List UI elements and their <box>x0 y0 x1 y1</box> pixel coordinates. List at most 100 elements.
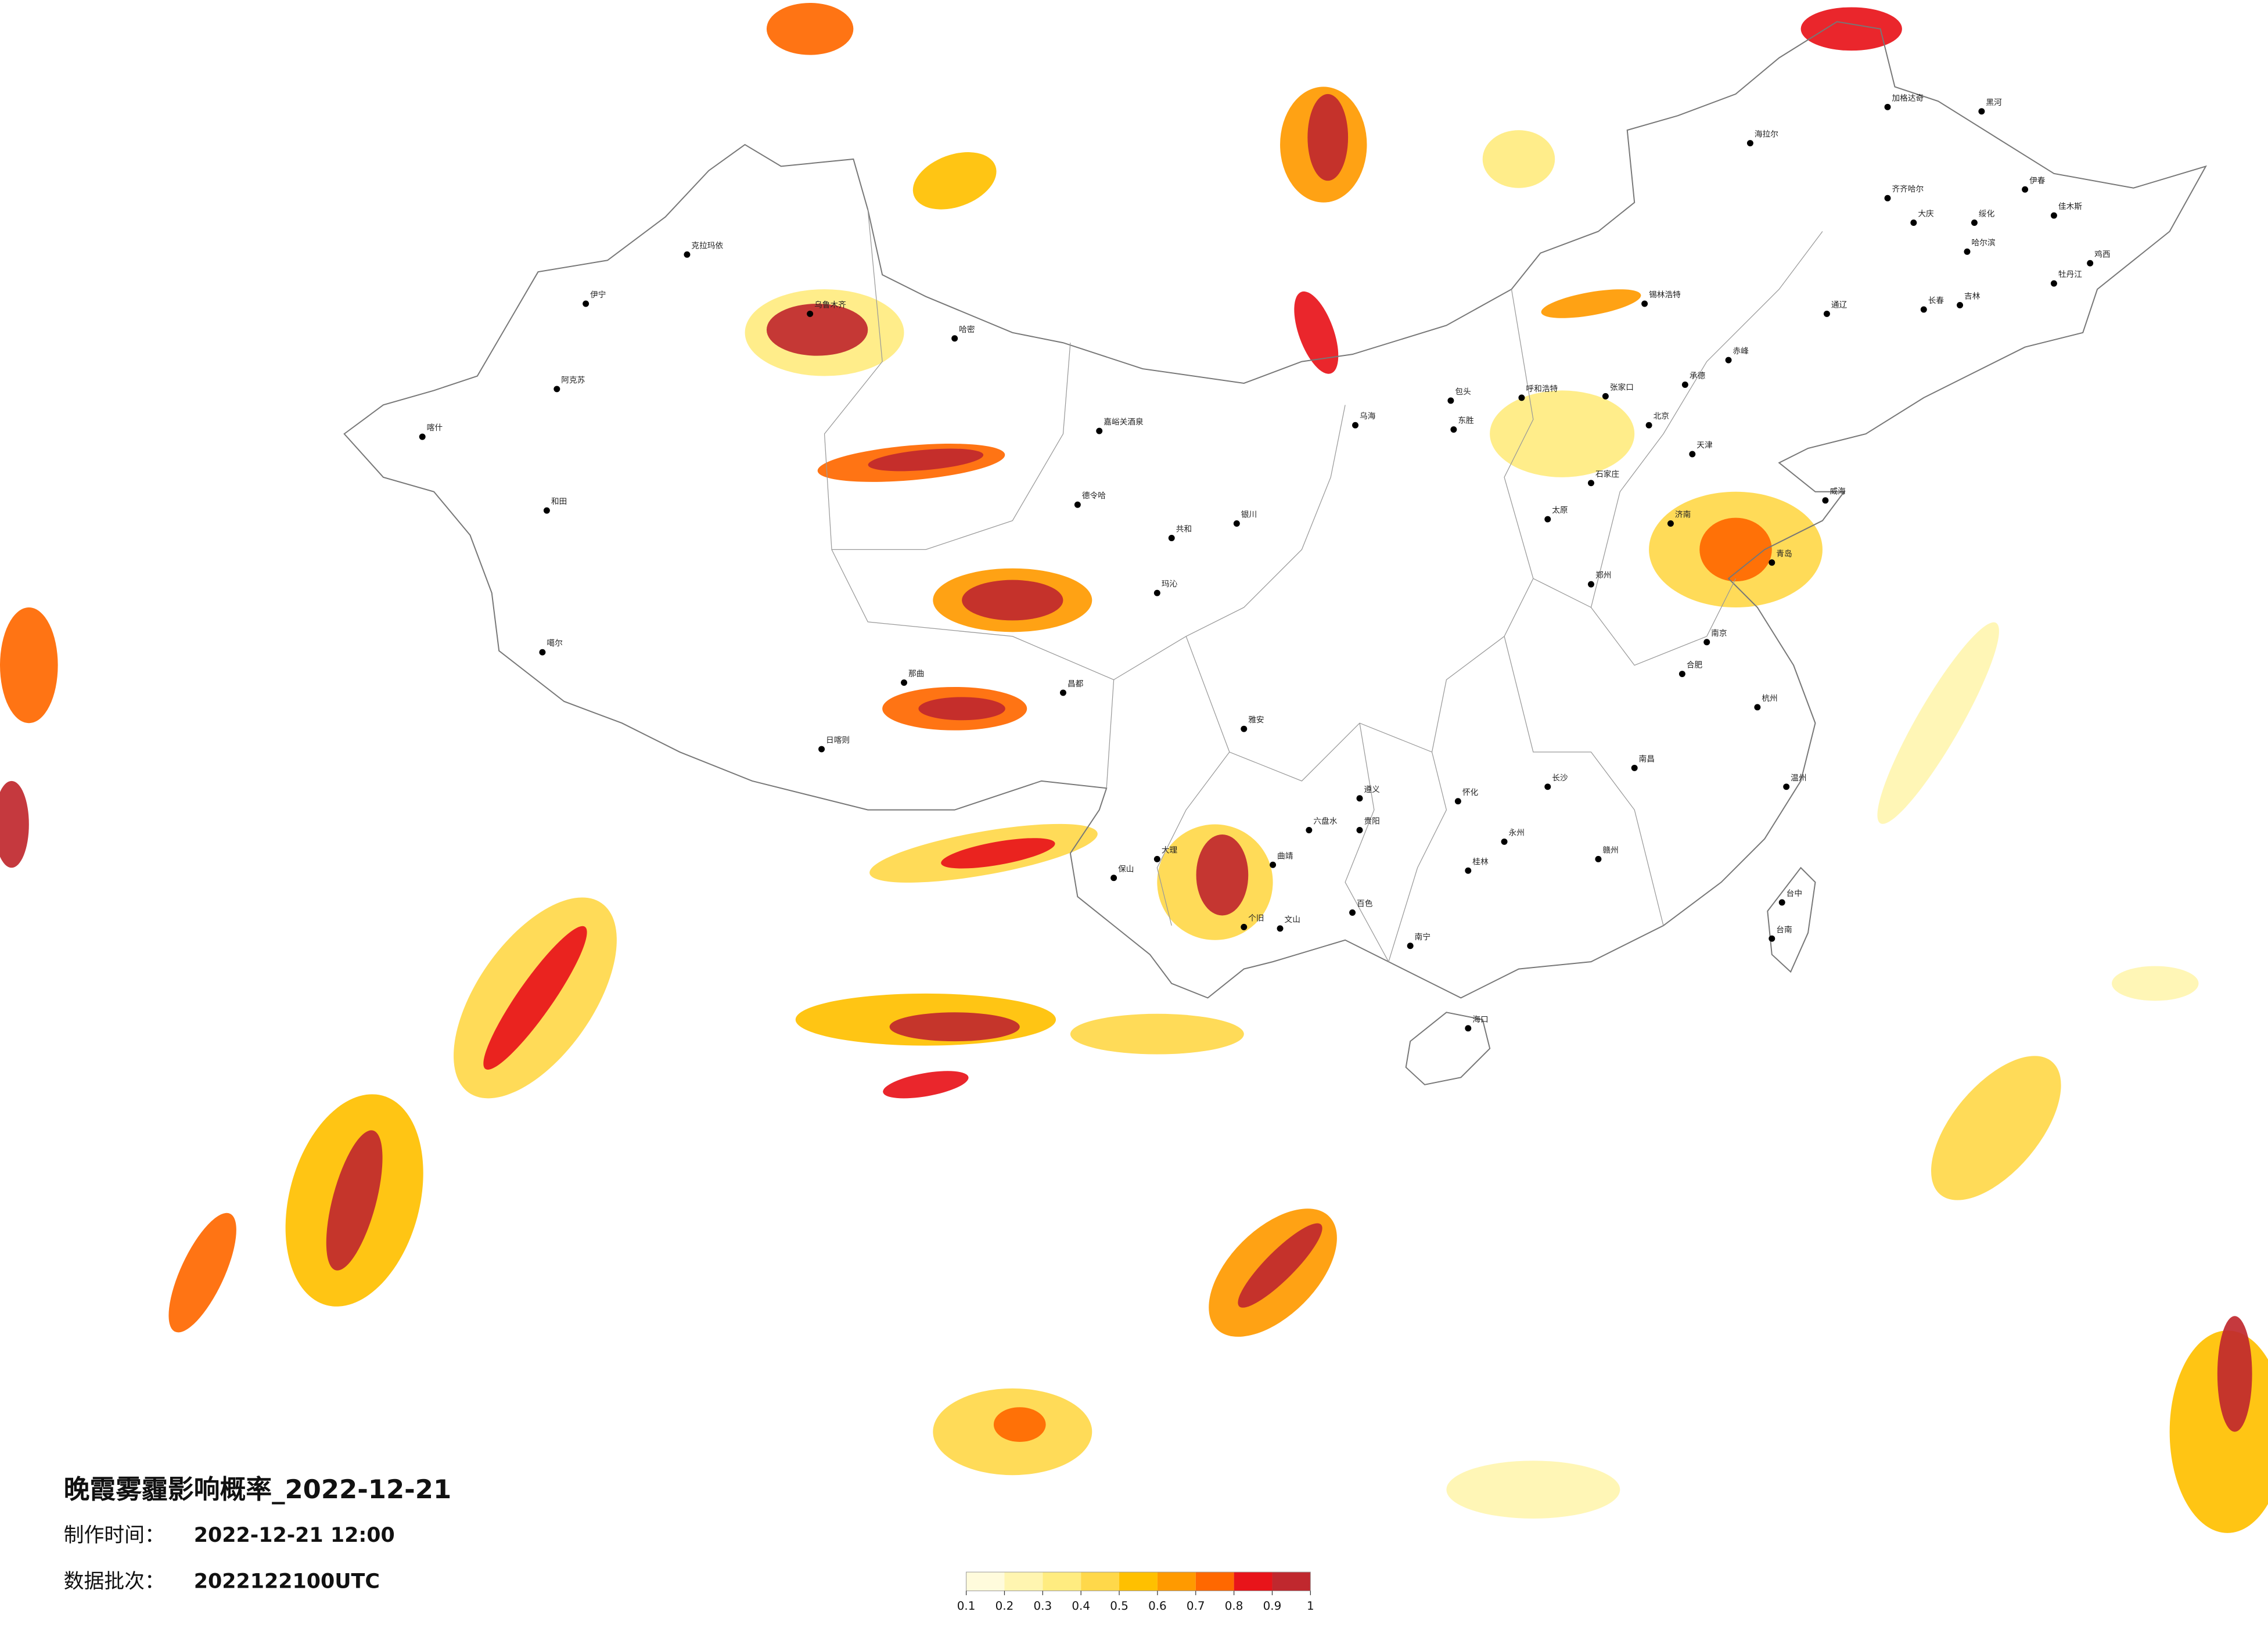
city-dot <box>1465 1025 1472 1032</box>
city-label: 桂林 <box>1472 857 1489 866</box>
city-label: 牡丹江 <box>2058 270 2082 279</box>
city-label: 克拉玛依 <box>691 241 723 250</box>
probability-patch <box>912 152 997 210</box>
probability-patch <box>2217 1316 2252 1432</box>
legend-tick-label: 0.6 <box>1148 1599 1167 1613</box>
probability-patch <box>993 1407 1046 1442</box>
city-dot <box>1957 302 1964 308</box>
city-dot <box>1352 422 1359 429</box>
probability-patch <box>1196 834 1249 916</box>
legend-tick-label: 1 <box>1307 1599 1314 1613</box>
city-dot <box>1964 248 1971 255</box>
city-label: 杭州 <box>1762 694 1777 703</box>
city-label: 齐齐哈尔 <box>1892 185 1924 194</box>
boundaries <box>343 21 2207 1085</box>
city-label: 昌都 <box>1067 679 1084 689</box>
city-label: 南京 <box>1711 629 1727 638</box>
city-label: 包头 <box>1455 387 1471 397</box>
city-dot <box>1769 559 1775 566</box>
legend-swatch <box>1272 1572 1311 1591</box>
probability-patch <box>766 2 854 55</box>
legend-tick-label: 0.1 <box>957 1599 976 1613</box>
city-label: 锡林浩特 <box>1649 290 1681 300</box>
city-label: 雅安 <box>1248 715 1264 725</box>
probability-patch <box>0 607 58 724</box>
probability-patch <box>1800 7 1902 51</box>
city-label: 佳木斯 <box>2058 202 2082 211</box>
city-dot <box>1465 867 1472 874</box>
city-dot <box>1450 426 1457 433</box>
legend-tick-label: 0.7 <box>1187 1599 1205 1613</box>
city-dot <box>951 335 958 342</box>
city-dot <box>1746 140 1753 147</box>
city-dot <box>1971 220 1978 226</box>
probability-patch <box>1070 1013 1244 1055</box>
city-label: 北京 <box>1654 412 1669 421</box>
city-label: 东胜 <box>1458 416 1474 426</box>
city-label: 吉林 <box>1964 292 1981 301</box>
probability-patch <box>1490 390 1635 477</box>
city-dot <box>1306 827 1313 833</box>
city-dot <box>1769 935 1775 942</box>
legend-swatch <box>1004 1572 1043 1591</box>
city-label: 噶尔 <box>547 639 563 648</box>
city-dot <box>1754 704 1761 711</box>
city-dot <box>583 300 590 307</box>
city-label: 黑河 <box>1986 98 2002 107</box>
probability-patch <box>326 1130 383 1271</box>
city-label: 乌海 <box>1360 412 1376 421</box>
city-dot <box>818 746 825 753</box>
city-dot <box>1544 516 1551 523</box>
city-dot <box>684 251 691 258</box>
probability-patch <box>868 448 984 472</box>
city-dot <box>1349 909 1356 916</box>
probability-patch <box>168 1213 236 1333</box>
city-label: 哈密 <box>959 325 975 334</box>
probability-patch <box>2112 966 2199 1001</box>
city-dot <box>1110 875 1117 882</box>
city-dot <box>1587 581 1594 588</box>
city-dot <box>1277 925 1284 932</box>
city-label: 鸡西 <box>2094 249 2110 259</box>
city-label: 哈尔滨 <box>1971 238 1995 247</box>
city-label: 共和 <box>1176 525 1192 534</box>
city-label: 通辽 <box>1831 300 1848 310</box>
legend-tick-label: 0.2 <box>995 1599 1014 1613</box>
city-dot <box>1641 300 1648 307</box>
city-dot <box>2050 212 2057 219</box>
data-batch-value: 2022122100UTC <box>194 1570 380 1593</box>
city-dot <box>1920 306 1927 313</box>
production-time-label: 制作时间： <box>64 1524 165 1547</box>
city-label: 郑州 <box>1595 571 1611 580</box>
city-dot <box>901 679 907 686</box>
city-label: 遵义 <box>1364 785 1380 794</box>
city-dot <box>1270 861 1277 868</box>
city-label: 海拉尔 <box>1755 130 1778 139</box>
city-label: 威海 <box>1830 487 1846 497</box>
city-label: 喀什 <box>427 423 443 433</box>
hainan-outline <box>1405 1012 1491 1085</box>
city-dot <box>419 433 426 440</box>
city-dot <box>1454 798 1461 805</box>
city-label: 台中 <box>1787 889 1802 898</box>
city-label: 绥化 <box>1979 210 1995 219</box>
city-label: 乌鲁木齐 <box>814 300 846 310</box>
city-dot <box>1544 783 1551 790</box>
city-dot <box>1168 534 1175 541</box>
city-dot <box>1631 764 1638 771</box>
city-dot <box>1407 942 1414 949</box>
city-label: 嘉峪关酒泉 <box>1104 417 1144 427</box>
city-dot <box>1587 480 1594 487</box>
city-label: 贵阳 <box>1364 817 1379 826</box>
legend-swatch <box>1119 1572 1158 1591</box>
city-label: 加格达奇 <box>1892 93 1924 103</box>
city-dot <box>1153 855 1160 862</box>
city-dot <box>1059 689 1066 696</box>
city-label: 台南 <box>1776 925 1792 934</box>
city-dot <box>1778 899 1785 906</box>
city-dot <box>1501 838 1508 845</box>
city-label: 长沙 <box>1552 774 1568 783</box>
city-label: 海口 <box>1472 1015 1488 1024</box>
city-dot <box>1233 520 1240 527</box>
city-dot <box>1595 855 1602 862</box>
